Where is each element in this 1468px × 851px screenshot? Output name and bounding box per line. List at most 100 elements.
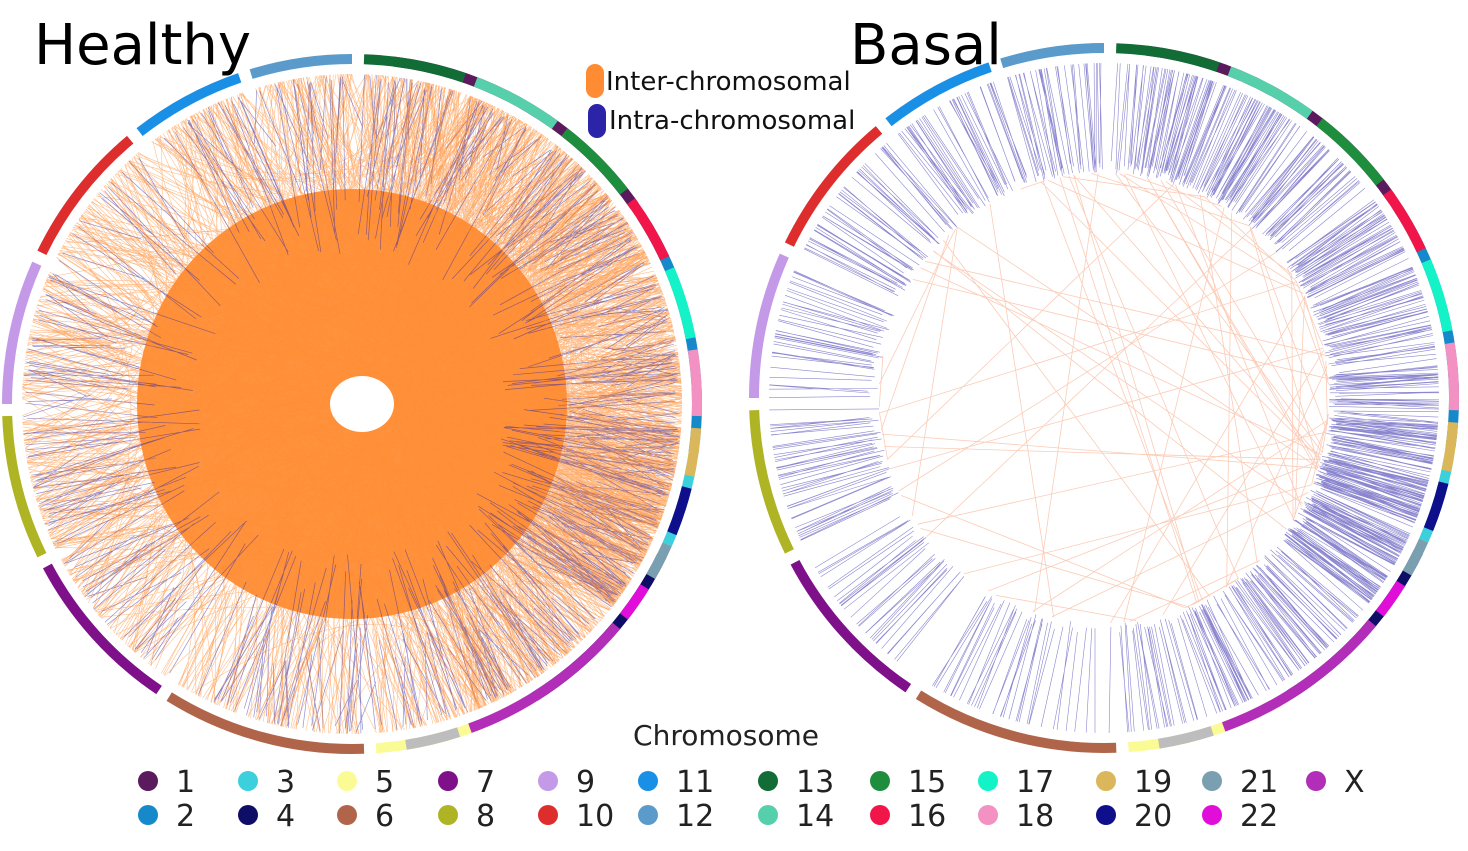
chromosome-legend-label-12: 12 xyxy=(676,799,714,834)
chromosome-legend-label-7: 7 xyxy=(476,765,495,800)
basal-circos-panel xyxy=(749,43,1460,754)
basal-ring-segment-chrY xyxy=(1157,726,1214,749)
basal-chromosome-ring xyxy=(749,43,1460,754)
healthy-ring-segment-chr12 xyxy=(249,54,353,79)
chromosome-legend-label-13: 13 xyxy=(796,765,834,800)
basal-panel-title: Basal xyxy=(850,13,1002,78)
chromosome-legend-label-18: 18 xyxy=(1016,799,1054,834)
chromosome-legend-swatch-22 xyxy=(1202,805,1222,825)
healthy-ring-segment-chr9 xyxy=(2,261,42,405)
basal-ring-segment-chr13 xyxy=(1116,43,1220,72)
healthy-ring-segment-chrX xyxy=(468,622,621,733)
basal-ring-segment-chr18 xyxy=(1444,342,1460,411)
chromosome-legend-swatch-21 xyxy=(1202,771,1222,791)
chromosome-legend-label-X: X xyxy=(1344,765,1365,800)
healthy-ring-segment-chr7 xyxy=(42,563,162,695)
chromosome-legend-swatch-18 xyxy=(978,805,998,825)
chromosome-legend-label-15: 15 xyxy=(908,765,946,800)
chromosome-legend-label-6: 6 xyxy=(375,799,394,834)
basal-ring-segment-chr1 xyxy=(1146,45,1395,201)
healthy-ring-segment-chr17 xyxy=(664,267,696,340)
chromosome-legend-swatch-5 xyxy=(337,771,357,791)
chromosome-legend-swatch-12 xyxy=(638,805,658,825)
healthy-intra-chromosomal-links xyxy=(22,73,683,735)
basal-ring-segment-chrX xyxy=(1221,619,1376,732)
chromosome-legend-label-14: 14 xyxy=(796,799,834,834)
chromosome-legend-label-8: 8 xyxy=(476,799,495,834)
chromosome-legend-swatch-11 xyxy=(638,771,658,791)
chromosome-legend-swatch-7 xyxy=(438,771,458,791)
link-type-legend: Inter-chromosomal Intra-chromosomal xyxy=(586,64,855,138)
healthy-ring-segment-chr13 xyxy=(363,54,466,83)
chromosome-legend-swatch-3 xyxy=(238,771,258,791)
chromosome-legend-label-17: 17 xyxy=(1016,765,1054,800)
chromosome-legend-label-5: 5 xyxy=(375,765,394,800)
chromosome-legend-swatch-9 xyxy=(538,771,558,791)
healthy-ring-segment-chr20 xyxy=(667,486,692,536)
healthy-ring-segment-chr11 xyxy=(136,73,242,137)
healthy-peripheral-fan xyxy=(22,73,683,735)
basal-ring-segment-chr22 xyxy=(1375,580,1406,617)
basal-ring-segment-chr7 xyxy=(790,559,912,693)
basal-inter-chromosomal-links xyxy=(878,173,1329,624)
inter-chromosomal-swatch xyxy=(586,64,604,98)
chromosome-legend-label-16: 16 xyxy=(908,799,946,834)
chromosome-legend-swatch-6 xyxy=(337,805,357,825)
chromosome-legend-swatch-17 xyxy=(978,771,998,791)
basal-ring-segment-chr4 xyxy=(1286,549,1424,700)
intra-chromosomal-swatch xyxy=(588,104,606,138)
basal-inter-link-bundle xyxy=(878,173,1329,624)
healthy-panel-title: Healthy xyxy=(34,13,251,78)
basal-ring-segment-chr11 xyxy=(885,62,992,127)
chromosome-legend-label-21: 21 xyxy=(1240,765,1278,800)
healthy-center-gap xyxy=(330,376,394,432)
basal-ring-segment-chr16 xyxy=(1383,189,1426,253)
basal-intra-chromosomal-links xyxy=(768,62,1440,734)
chromosome-legend-swatch-8 xyxy=(438,805,458,825)
chromosome-legend-swatch-1 xyxy=(138,771,158,791)
basal-ring-segment-chr10 xyxy=(784,126,883,247)
chromosome-legend-swatch-15 xyxy=(870,771,890,791)
chromosome-legend-label-22: 22 xyxy=(1240,799,1278,834)
healthy-ring-segment-chr15 xyxy=(561,128,628,195)
healthy-ring-segment-chr6 xyxy=(166,692,365,754)
chromosome-legend-swatch-16 xyxy=(870,805,890,825)
chromosome-legend-swatch-X xyxy=(1306,771,1326,791)
chromosome-legend-swatch-20 xyxy=(1096,805,1116,825)
basal-ring-segment-chr9 xyxy=(749,253,789,399)
chromosome-legend-label-10: 10 xyxy=(576,799,614,834)
basal-ring-segment-chr6 xyxy=(915,690,1117,754)
healthy-ring-segment-chr19 xyxy=(684,427,702,477)
chromosome-legend-swatch-10 xyxy=(538,805,558,825)
healthy-ring-segment-chr18 xyxy=(687,349,703,417)
basal-ring-segment-chr12 xyxy=(1000,43,1105,69)
basal-ring-segment-chr14 xyxy=(1227,66,1313,119)
basal-ring-segment-chr20 xyxy=(1423,481,1449,531)
basal-ring-segment-chr21 xyxy=(1402,538,1429,576)
chromosome-legend-swatch-19 xyxy=(1096,771,1116,791)
chromosome-legend-label-4: 4 xyxy=(276,799,295,834)
chromosome-legend-label-2: 2 xyxy=(176,799,195,834)
chromosome-legend-label-11: 11 xyxy=(676,765,714,800)
healthy-inter-chromosomal-links xyxy=(21,73,683,735)
inter-chromosomal-label: Inter-chromosomal xyxy=(606,67,851,97)
chromosome-legend-swatch-2 xyxy=(138,805,158,825)
healthy-circos-panel xyxy=(2,54,703,754)
chromosome-legend-swatch-14 xyxy=(758,805,778,825)
basal-ring-segment-chr8 xyxy=(749,410,794,554)
intra-chromosomal-label: Intra-chromosomal xyxy=(609,106,855,136)
healthy-ring-segment-chr10 xyxy=(37,135,134,255)
chromosome-legend-label-9: 9 xyxy=(576,765,595,800)
healthy-ring-segment-chr14 xyxy=(473,77,558,129)
healthy-ring-segment-chr8 xyxy=(2,415,47,558)
basal-ring-segment-chr19 xyxy=(1441,422,1459,472)
healthy-inter-link-bundle xyxy=(21,73,683,735)
chromosome-legend-label-1: 1 xyxy=(176,765,195,800)
healthy-ring-segment-chrY xyxy=(405,727,461,750)
chromosome-legend-swatch-4 xyxy=(238,805,258,825)
chromosome-legend-title: Chromosome xyxy=(633,719,819,752)
chromosome-legend-label-3: 3 xyxy=(276,765,295,800)
basal-ring-segment-chr17 xyxy=(1421,259,1453,333)
basal-intra-link-bundle xyxy=(768,62,1440,734)
